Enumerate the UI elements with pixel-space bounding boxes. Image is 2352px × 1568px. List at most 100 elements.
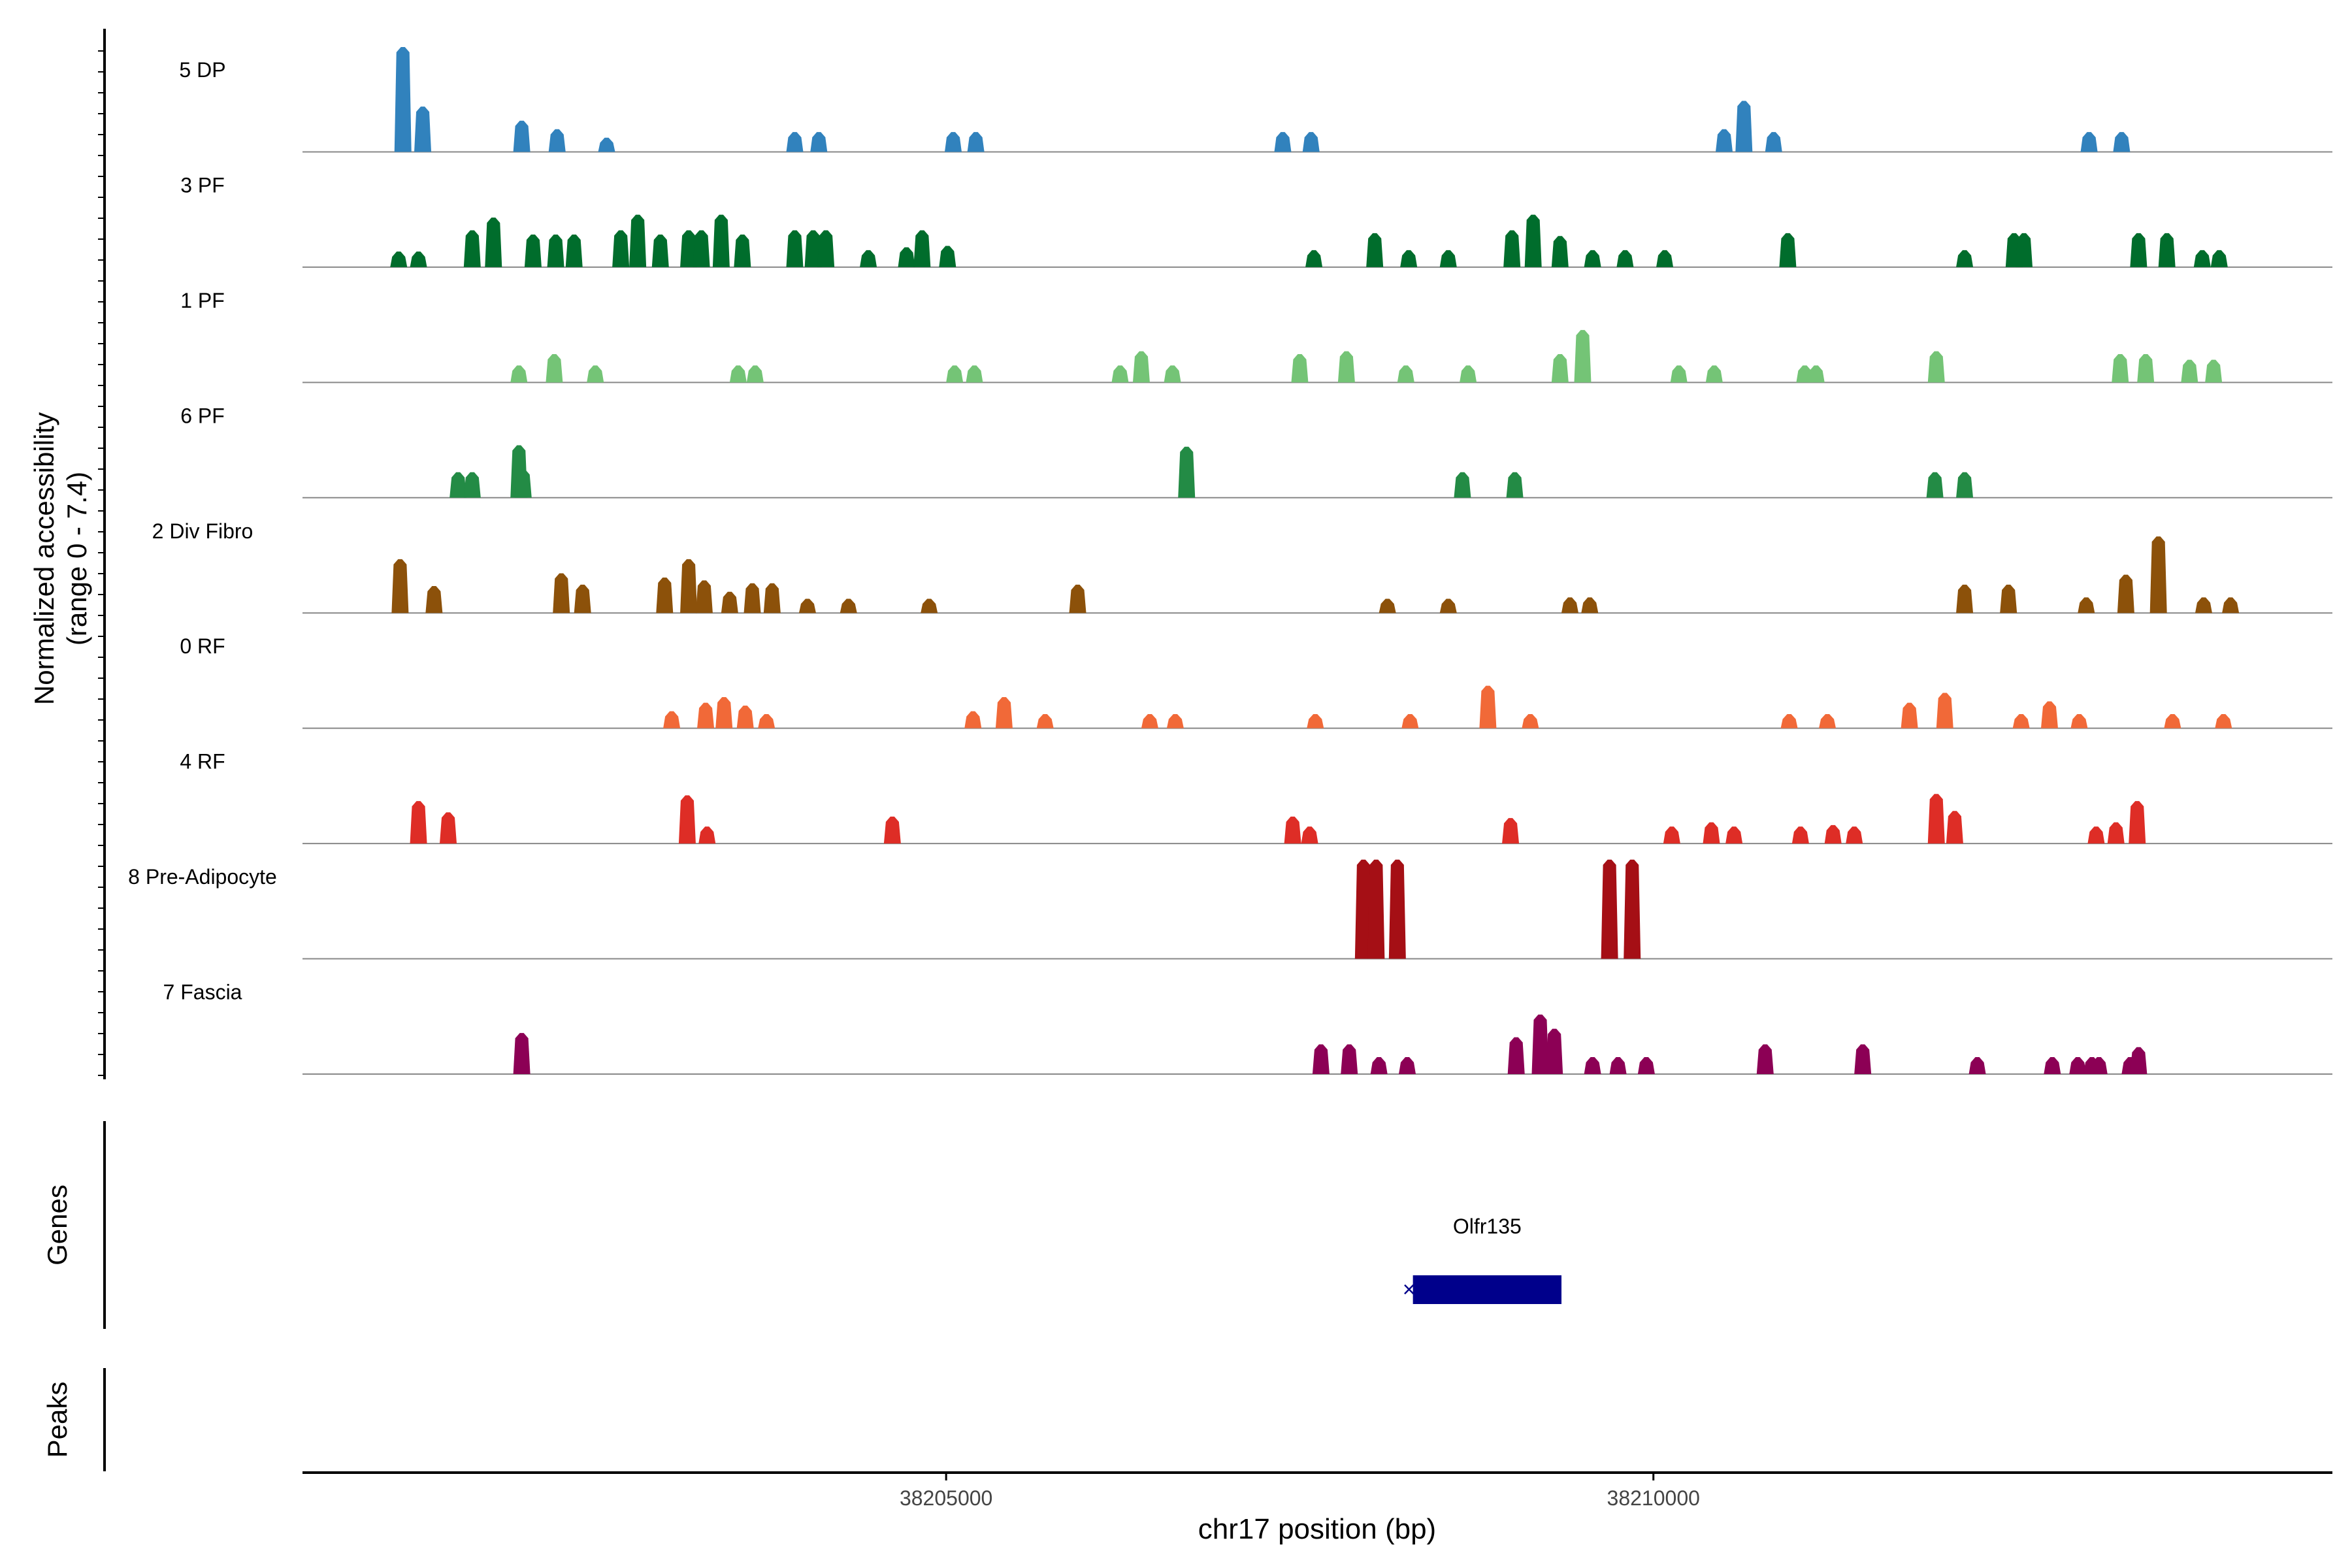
accessibility-peak (734, 235, 751, 267)
accessibility-peak (1956, 472, 1974, 498)
accessibility-peak (1506, 472, 1524, 498)
accessibility-peak (1398, 1056, 1416, 1074)
accessibility-peak (964, 711, 982, 728)
track-label: 5 DP (179, 58, 225, 82)
accessibility-peak (1312, 1044, 1330, 1074)
accessibility-peak (1705, 365, 1723, 383)
accessibility-peak (1178, 446, 1196, 498)
accessibility-peak (553, 573, 570, 613)
accessibility-peak (1366, 233, 1384, 267)
accessibility-peak (2070, 713, 2088, 728)
accessibility-peak (1561, 597, 1578, 613)
accessibility-peak (2080, 132, 2098, 152)
accessibility-peak (2195, 597, 2212, 613)
accessibility-peak (1354, 859, 1372, 959)
accessibility-peak (1637, 1056, 1655, 1074)
accessibility-peak (680, 559, 698, 613)
accessibility-peak (1401, 713, 1419, 728)
accessibility-peak (758, 713, 776, 728)
accessibility-peak (1725, 826, 1743, 844)
accessibility-peak (1824, 825, 1842, 844)
accessibility-peak (698, 826, 716, 844)
accessibility-peak (946, 365, 964, 383)
track-2-div-fibro: 2 Div Fibro (152, 519, 2332, 614)
accessibility-peak (587, 365, 604, 383)
accessibility-peak (656, 578, 674, 613)
accessibility-peak (1656, 250, 1674, 267)
accessibility-peak (2107, 822, 2125, 844)
accessibility-peak (513, 120, 531, 152)
accessibility-peak (712, 214, 730, 267)
accessibility-peak (1284, 816, 1301, 844)
accessibility-peak (786, 230, 804, 267)
accessibility-peak (1522, 713, 1539, 728)
accessibility-peak (2090, 1056, 2108, 1074)
accessibility-peak (1367, 859, 1385, 959)
accessibility-peak (721, 591, 738, 613)
accessibility-peak (2015, 233, 2033, 267)
accessibility-peak (1439, 250, 1457, 267)
accessibility-peak (2087, 826, 2105, 844)
accessibility-peak (2205, 359, 2223, 383)
accessibility-peak (1302, 132, 1320, 152)
accessibility-peak (598, 137, 615, 152)
accessibility-tracks: 5 DP 3 PF 1 PF 6 PF 2 Div Fibro 0 RF 4 RF 8 Pre… (128, 47, 2332, 1075)
accessibility-peak (1036, 713, 1054, 728)
accessibility-peak (1274, 132, 1292, 152)
accessibility-peak (1397, 365, 1414, 383)
accessibility-peak (485, 218, 502, 267)
track-label: 7 Fascia (163, 981, 242, 1004)
accessibility-peak (1439, 598, 1457, 613)
accessibility-peak (663, 711, 681, 728)
x-axis: 38205000 38210000 (302, 1471, 2332, 1510)
accessibility-peak (1551, 236, 1569, 267)
accessibility-peak (1307, 713, 1324, 728)
accessibility-peak (695, 580, 713, 613)
accessibility-peak (1780, 713, 1798, 728)
accessibility-peak (1807, 365, 1825, 383)
track-label: 6 PF (180, 404, 225, 427)
accessibility-peak (746, 365, 764, 383)
accessibility-peak (1460, 365, 1477, 383)
accessibility-peak (1956, 584, 1974, 613)
accessibility-peak (840, 598, 857, 613)
accessibility-peak (2215, 713, 2232, 728)
accessibility-peak (1624, 859, 1641, 959)
accessibility-peak (1703, 822, 1720, 844)
accessibility-peak (1164, 365, 1181, 383)
track-4-rf: 4 RF (180, 750, 2332, 845)
accessibility-peak (966, 365, 983, 383)
accessibility-peak (2130, 233, 2148, 267)
gene-strand-marker: × (1403, 1277, 1416, 1302)
accessibility-y-axis (98, 29, 106, 1079)
accessibility-peak (810, 132, 828, 152)
accessibility-peak (2069, 1056, 2087, 1074)
accessibility-peak (715, 696, 733, 728)
track-3-pf: 3 PF (180, 173, 2332, 268)
y-axis-label-range: (range 0 - 7.4) (61, 472, 92, 645)
accessibility-peak (817, 230, 835, 267)
accessibility-peak (883, 816, 901, 844)
gene-label: Olfr135 (1453, 1215, 1522, 1238)
accessibility-peak (1601, 859, 1618, 959)
accessibility-peak (1337, 351, 1355, 383)
x-axis-tick-label: 38210000 (1607, 1486, 1700, 1510)
accessibility-peak (697, 702, 715, 728)
accessibility-peak (449, 472, 467, 498)
accessibility-peak (1901, 702, 1918, 728)
y-axis-label: Normalized accessibility (29, 412, 59, 705)
accessibility-peak (1968, 1056, 1986, 1074)
accessibility-peak (1454, 472, 1471, 498)
accessibility-peak (2129, 801, 2146, 844)
accessibility-peak (1584, 250, 1601, 267)
accessibility-peak (2181, 359, 2198, 383)
accessibility-peak (1524, 214, 1542, 267)
accessibility-peak (1791, 826, 1809, 844)
accessibility-peak (651, 235, 669, 267)
accessibility-peak (548, 129, 566, 152)
accessibility-peak (629, 214, 647, 267)
accessibility-peak (1546, 1028, 1563, 1074)
accessibility-peak (2012, 713, 2030, 728)
accessibility-peak (763, 583, 781, 613)
accessibility-peak (1936, 693, 1953, 728)
